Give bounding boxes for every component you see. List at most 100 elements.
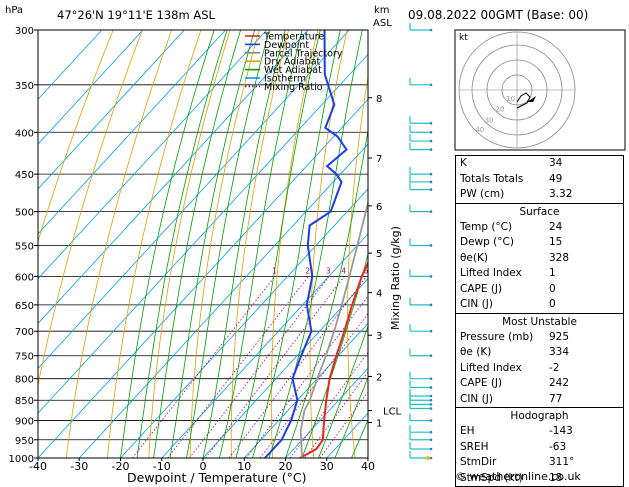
hodograph-unit: kt — [459, 33, 468, 43]
km-label: km — [374, 5, 390, 16]
surface-title: Surface — [456, 204, 623, 220]
isotherm-line — [79, 30, 473, 458]
wind-barb-dot — [430, 431, 433, 434]
dry-adiabat — [419, 30, 437, 458]
pressure-tick-label: 850 — [15, 396, 34, 407]
surface-label: θe(K) — [460, 251, 488, 267]
x-tick-label: 30 — [320, 460, 334, 473]
mixing-ratio-line — [189, 276, 329, 458]
surface-value: 24 — [549, 220, 619, 236]
surface-value: 1 — [549, 266, 619, 282]
copyright: © weatheronline.co.uk — [455, 470, 581, 483]
wind-barb-dot — [430, 29, 433, 32]
wind-barb-dot — [430, 354, 433, 357]
asl-label: ASL — [373, 18, 392, 29]
km-tick-label: 2 — [376, 372, 382, 383]
most-unstable-row: CIN (J)77 — [456, 392, 623, 408]
pressure-tick-label: 950 — [15, 436, 34, 447]
wind-barb-dot — [430, 275, 433, 278]
pressure-tick-label: 300 — [15, 26, 34, 37]
wind-barb-dot — [430, 386, 433, 389]
wet-adiabat — [121, 30, 215, 458]
surface-row: Temp (°C)24 — [456, 220, 623, 236]
km-tick-label: 3 — [376, 331, 382, 342]
pressure-tick-label: 650 — [15, 301, 34, 312]
surface-row: Lifted Index 1 — [456, 266, 623, 282]
pressure-tick-label: 800 — [15, 375, 34, 386]
index-value: 3.32 — [549, 187, 619, 203]
hodograph-table-value: -143 — [549, 424, 619, 440]
hodograph-ring-label: 30 — [485, 116, 494, 124]
pressure-tick-label: 600 — [15, 272, 34, 283]
wind-barb-dot — [430, 403, 433, 406]
index-label: K — [460, 156, 467, 172]
hodograph-table-row: StmDir 311° — [456, 455, 623, 471]
index-label: PW (cm) — [460, 187, 504, 203]
most-unstable-label: θe (K) — [460, 345, 491, 361]
km-tick-label: LCL — [383, 407, 402, 418]
most-unstable-value: 77 — [549, 392, 619, 408]
pressure-tick-label: 550 — [15, 241, 34, 252]
hodograph-table-label: StmDir — [460, 455, 496, 471]
hpa-label: hPa — [5, 5, 23, 16]
hodograph-table-value: 311° — [549, 455, 619, 471]
mixing-ratio-label: 1 — [272, 266, 277, 275]
mixing-ratio-line — [260, 276, 396, 458]
most-unstable-value: 242 — [549, 376, 619, 392]
wind-barb-dot — [430, 188, 433, 191]
x-tick-label: -30 — [70, 460, 88, 473]
hodograph-table-title: Hodograph — [456, 408, 623, 424]
pressure-tick-label: 750 — [15, 352, 34, 363]
legend-entry: Mixing Ratio — [264, 82, 323, 93]
x-axis-label: Dewpoint / Temperature (°C) — [127, 470, 306, 485]
km-tick-label: 8 — [376, 94, 382, 105]
plot-frame — [38, 30, 368, 458]
km-tick-label: 6 — [376, 202, 382, 213]
hodograph-table-row: SREH -63 — [456, 440, 623, 456]
wind-barb-dot — [430, 304, 433, 307]
wind-barb-dot — [430, 457, 433, 460]
wind-barb-dot — [430, 438, 433, 441]
wind-barb-dot — [430, 377, 433, 380]
surface-row: CAPE (J)0 — [456, 282, 623, 298]
wet-adiabat — [137, 30, 227, 458]
most-unstable-value: -2 — [549, 361, 619, 377]
km-tick-label: 4 — [376, 289, 382, 300]
mixing-ratio-label: 2 — [305, 266, 310, 275]
wind-barb-dot — [430, 131, 433, 134]
wind-barb-dot — [430, 173, 433, 176]
hodograph-ring-label: 40 — [475, 126, 484, 134]
valid-time: 09.08.2022 00GMT (Base: 00) — [408, 8, 588, 22]
pressure-tick-label: 350 — [15, 81, 34, 92]
hodograph-ring-label: 20 — [495, 106, 504, 114]
wind-barb-dot — [430, 407, 433, 410]
index-row: PW (cm) 3.32 — [456, 187, 623, 203]
wet-adiabat — [187, 30, 270, 458]
hodograph-table-label: SREH — [460, 440, 489, 456]
mixing-ratio-line — [320, 276, 452, 458]
surface-value: 0 — [549, 282, 619, 298]
index-value: 34 — [549, 156, 619, 172]
wind-barb-dot — [430, 148, 433, 151]
wind-barb-dot — [430, 419, 433, 422]
mixing-ratio-line — [246, 276, 382, 458]
most-unstable-title: Most Unstable — [456, 314, 623, 330]
wind-barb-dot — [430, 210, 433, 213]
surface-value: 15 — [549, 235, 619, 251]
most-unstable-value: 925 — [549, 330, 619, 346]
surface-label: Lifted Index — [460, 266, 522, 282]
index-value: 49 — [549, 172, 619, 188]
pressure-tick-label: 900 — [15, 417, 34, 428]
hodograph-table-value: -63 — [549, 440, 619, 456]
most-unstable-value: 334 — [549, 345, 619, 361]
mixing-ratio-label: 8 — [380, 266, 385, 275]
temperature-series — [300, 30, 432, 458]
surface-row: θe(K)328 — [456, 251, 623, 267]
mixing-ratio-label: 20 — [435, 266, 445, 275]
km-tick-label: 1 — [376, 419, 382, 430]
wind-barb-dot — [430, 83, 433, 86]
surface-row: CIN (J)0 — [456, 297, 623, 313]
wet-adiabat — [269, 30, 362, 458]
